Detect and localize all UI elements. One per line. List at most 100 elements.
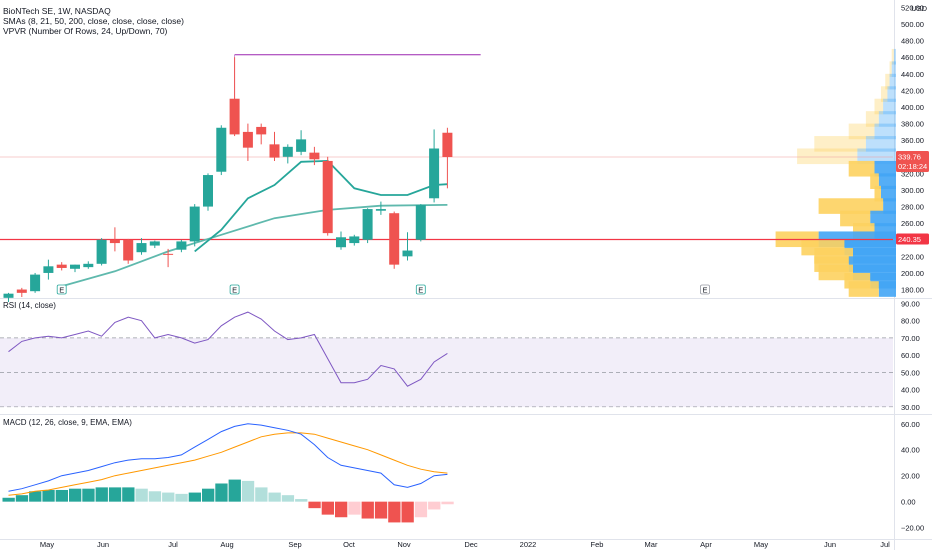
- volume-profile-down: [848, 123, 875, 140]
- macd-histogram-bar: [428, 501, 441, 510]
- macd-histogram-bar: [135, 488, 148, 502]
- macd-tick-label: 60.00: [901, 420, 920, 429]
- price-tick-label: 360.00: [901, 136, 924, 145]
- candle-body[interactable]: [203, 175, 213, 207]
- candle-body[interactable]: [109, 239, 120, 244]
- price-tick-label: 420.00: [901, 86, 924, 95]
- candle-body[interactable]: [163, 253, 174, 255]
- candle-body[interactable]: [375, 209, 386, 211]
- time-axis-label: Jun: [824, 540, 836, 549]
- candle-body[interactable]: [30, 274, 41, 292]
- candle-body[interactable]: [269, 144, 280, 158]
- macd-tick-label: 0.00: [901, 498, 916, 507]
- rsi-line: [8, 311, 448, 387]
- candle-body[interactable]: [282, 146, 293, 157]
- price-tick-label: 460.00: [901, 53, 924, 62]
- time-axis-label: Dec: [464, 540, 478, 549]
- candle-body[interactable]: [16, 289, 27, 293]
- macd-histogram-bar: [268, 492, 281, 502]
- volume-profile-up: [857, 148, 896, 165]
- candle-body[interactable]: [229, 98, 240, 135]
- macd-histogram-bar: [82, 488, 95, 502]
- macd-histogram-bar: [255, 487, 268, 502]
- price-tick-label: 440.00: [901, 70, 924, 79]
- candle-body[interactable]: [96, 239, 107, 264]
- volume-profile-up: [878, 281, 896, 297]
- macd-histogram-bar: [148, 491, 162, 502]
- macd-histogram-bar: [281, 495, 295, 502]
- macd-tick-label: 40.00: [901, 446, 920, 455]
- candle-body[interactable]: [123, 239, 134, 261]
- macd-title: MACD (12, 26, close, 9, EMA, EMA): [3, 418, 132, 427]
- earnings-marker-label: E: [232, 286, 237, 295]
- rsi-tick-label: 30.00: [901, 403, 920, 412]
- volume-profile-up: [874, 160, 896, 177]
- rsi-tick-label: 70.00: [901, 334, 920, 343]
- volume-profile-down: [797, 148, 858, 165]
- volume-profile-up: [878, 173, 896, 189]
- price-tick-label: 220.00: [901, 252, 924, 261]
- volume-profile-down: [818, 198, 884, 214]
- candle-body[interactable]: [309, 152, 320, 160]
- candle-body[interactable]: [389, 213, 400, 265]
- price-tick-label: 520.00: [901, 3, 924, 12]
- level-tag-text: 240.35: [898, 235, 921, 244]
- candle-body[interactable]: [362, 209, 373, 240]
- volume-profile-up: [870, 210, 896, 227]
- candle-body[interactable]: [176, 241, 187, 250]
- volume-profile-down: [891, 48, 894, 65]
- candle-body[interactable]: [322, 160, 333, 234]
- time-axis-label: Aug: [220, 540, 233, 549]
- earnings-marker[interactable]: [415, 284, 426, 295]
- macd-histogram-bar: [29, 491, 42, 502]
- time-axis-label: 2022: [520, 540, 537, 549]
- volume-profile-down: [870, 173, 879, 189]
- earnings-marker-future[interactable]: [700, 284, 710, 295]
- macd-histogram-bar: [2, 497, 15, 502]
- price-tick-label: 260.00: [901, 219, 924, 228]
- candle-body[interactable]: [216, 127, 227, 172]
- macd-line: [8, 423, 448, 492]
- macd-histogram-bar: [108, 487, 122, 502]
- rsi-tick-label: 50.00: [901, 368, 920, 377]
- candle-body[interactable]: [242, 131, 253, 148]
- candle-body[interactable]: [43, 266, 54, 273]
- rsi-tick-label: 90.00: [901, 299, 920, 308]
- candle-body[interactable]: [189, 206, 200, 242]
- candle-body[interactable]: [83, 263, 94, 268]
- candle-body[interactable]: [415, 204, 426, 240]
- volume-profile-up: [889, 73, 896, 90]
- macd-histogram-bar: [95, 487, 108, 502]
- volume-profile-up: [883, 98, 896, 115]
- macd-histogram-bar: [162, 492, 175, 502]
- earnings-marker[interactable]: [229, 284, 240, 295]
- volume-profile-down: [840, 210, 871, 227]
- level-tag: [896, 233, 929, 245]
- volume-profile-up: [893, 48, 896, 65]
- macd-histogram-bar: [295, 499, 308, 502]
- currency-label: USD: [911, 4, 927, 13]
- volume-profile-up: [865, 136, 896, 152]
- macd-tick-label: 20.00: [901, 472, 920, 481]
- candle-body[interactable]: [336, 237, 346, 248]
- candle-body[interactable]: [3, 293, 14, 298]
- candle-body[interactable]: [56, 264, 67, 268]
- time-axis-label: Jun: [97, 540, 109, 549]
- candle-body[interactable]: [70, 264, 80, 269]
- sma-legend: SMAs (8, 21, 50, 200, close, close, clos…: [3, 16, 184, 26]
- earnings-marker[interactable]: [56, 284, 67, 295]
- macd-histogram-bar: [321, 501, 334, 515]
- time-axis-label: May: [754, 540, 768, 549]
- candle-body[interactable]: [349, 236, 360, 244]
- candle-body[interactable]: [256, 126, 267, 135]
- candle-body[interactable]: [402, 250, 413, 257]
- price-tick-label: 200.00: [901, 269, 924, 278]
- candle-body[interactable]: [429, 148, 440, 199]
- candle-body[interactable]: [442, 132, 453, 157]
- candle-body[interactable]: [296, 139, 307, 152]
- volume-profile-up: [891, 61, 896, 77]
- candle-body[interactable]: [149, 241, 160, 246]
- price-tick-label: 180.00: [901, 286, 924, 295]
- candle-body[interactable]: [136, 243, 147, 253]
